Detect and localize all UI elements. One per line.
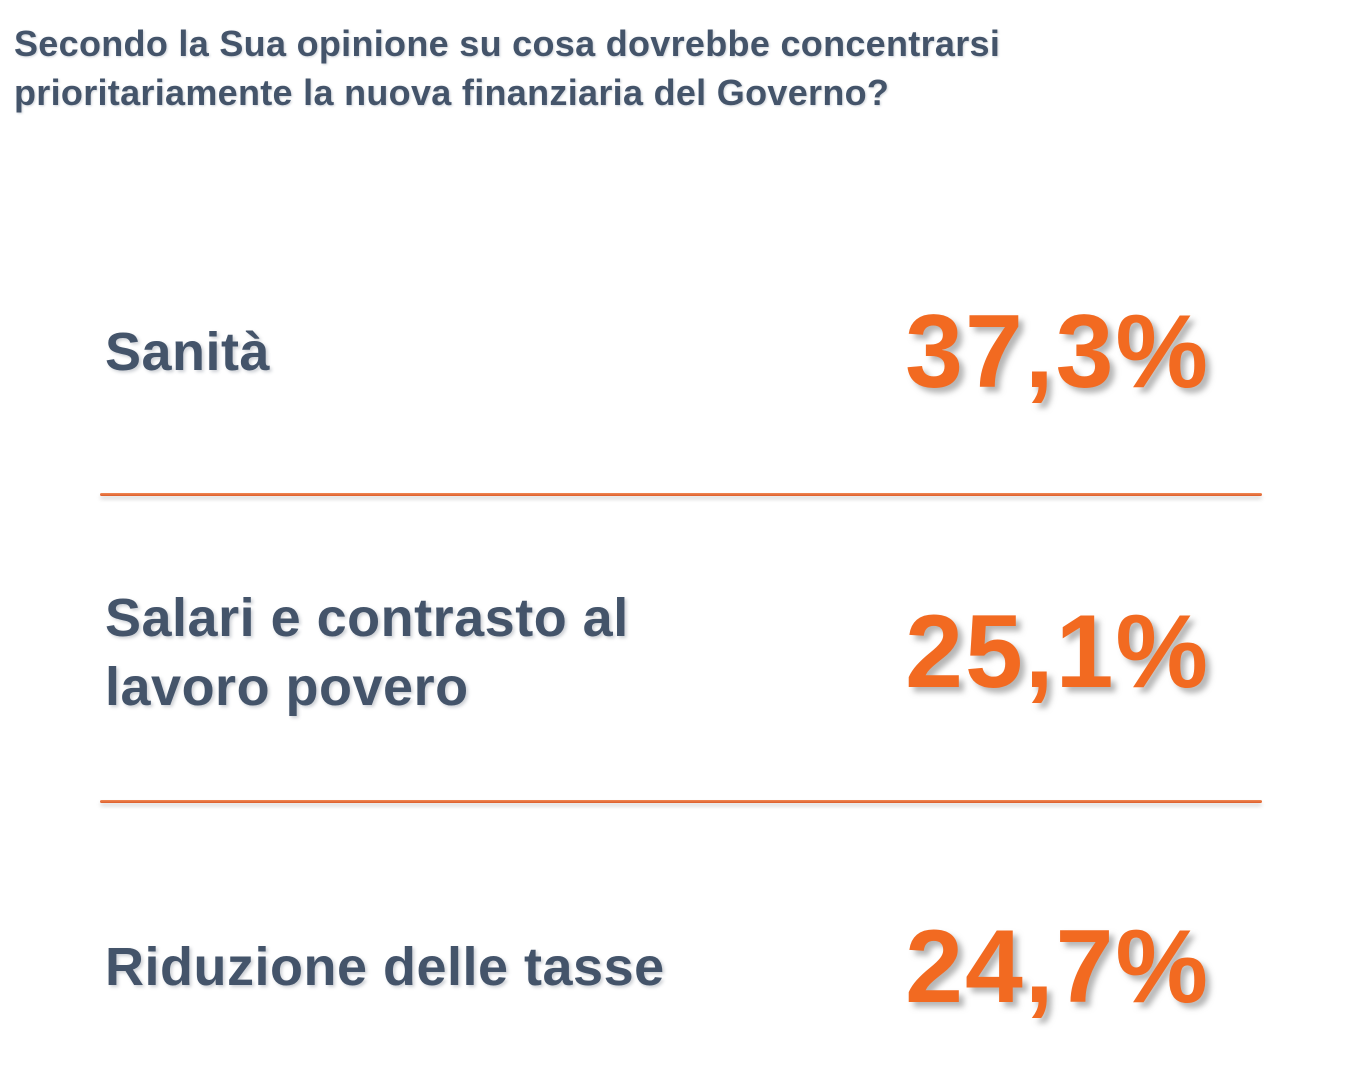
option-label: Salari e contrasto al lavoro povero xyxy=(105,588,629,717)
option-percentage: 37,3% xyxy=(905,294,1210,410)
option-label: Riduzione delle tasse xyxy=(105,937,665,998)
page-title-line2: prioritariamente la nuova finanziaria de… xyxy=(14,71,890,113)
result-row-sanita: Sanità 37,3% xyxy=(105,275,1210,430)
option-percentage: 25,1% xyxy=(905,594,1210,710)
option-percentage: 24,7% xyxy=(905,909,1210,1025)
result-row-riduzione-tasse: Riduzione delle tasse 24,7% xyxy=(105,880,1210,1055)
option-label: Sanità xyxy=(105,322,271,383)
page-title-line1: Secondo la Sua opinione su cosa dovrebbe… xyxy=(14,23,1001,64)
page-title: Secondo la Sua opinione su cosa dovrebbe… xyxy=(14,20,1000,118)
result-row-salari: Salari e contrasto al lavoro povero 25,1… xyxy=(105,550,1210,755)
divider xyxy=(100,800,1262,803)
divider xyxy=(100,493,1262,496)
